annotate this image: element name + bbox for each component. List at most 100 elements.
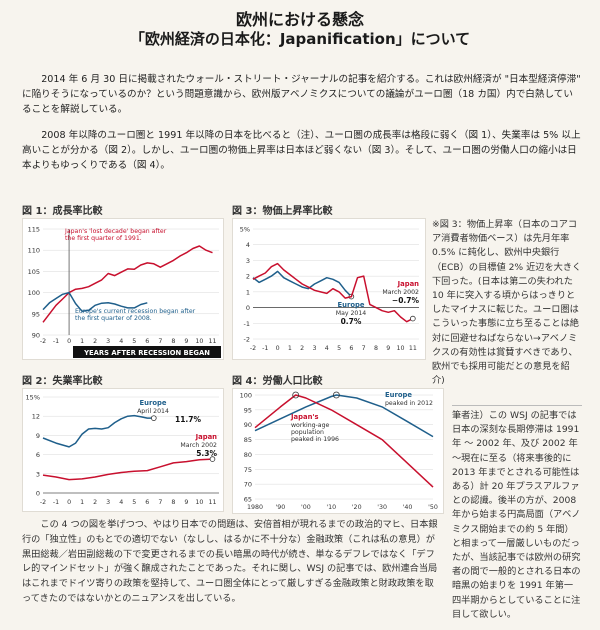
fig2-europe-value: 11.7% (175, 415, 202, 424)
x-tick-label: 11 (208, 338, 216, 345)
fig2-europe-date: April 2014 (137, 408, 169, 415)
y-tick-label: 110 (28, 247, 40, 255)
fig2-label: 図 2：失業率比較 (22, 376, 103, 387)
fig1-europe-note: Europe's current recession began after t… (75, 308, 197, 322)
x-tick-label: 6 (349, 345, 353, 352)
fig2-chart: 15% 12 9 6 3 0 Europe April 2014 11.7% Japan … (22, 388, 224, 512)
x-tick-label: '00 (301, 504, 311, 511)
x-tick-label: '40 (403, 504, 413, 511)
x-tick-label: '90 (276, 504, 286, 511)
series-line-europe (252, 270, 352, 298)
conclusion-paragraph: この 4 つの図を挙げつつ、やはり日本での問題は、安倍首相が現れるまでの政治的マ… (22, 519, 438, 604)
x-tick-label: -2 (40, 338, 46, 345)
x-tick-label: 10 (397, 345, 405, 352)
x-tick-label: -2 (250, 345, 256, 352)
fig2-japan-date: March 2002 (180, 442, 217, 449)
x-tick-label: -2 (40, 499, 46, 506)
fig2-x-ticks: -2 -1 0 1 2 3 4 5 6 7 8 9 10 11 (40, 499, 217, 506)
x-tick-label: 6 (145, 499, 149, 506)
fig2-japan-value: 5.3% (196, 449, 217, 458)
y-tick-label: 115 (28, 226, 40, 234)
series-line-europe (42, 414, 154, 448)
series-end-marker (151, 415, 157, 421)
x-tick-label: -1 (262, 345, 268, 352)
fig2-grid (43, 396, 219, 494)
series-peak-marker (332, 391, 340, 399)
fig1-japan-note: Japan's 'lost decade' began after the fi… (64, 228, 168, 242)
intro-paragraph-1: 2014 年 6 月 30 日に掲載されたウォール・ストリート・ジャーナルの記事… (22, 74, 581, 115)
fig3-x-ticks: -2 -1 0 1 2 3 4 5 6 7 8 9 10 11 (250, 345, 417, 352)
x-tick-label: 10 (195, 499, 203, 506)
series-line-japan (42, 458, 213, 481)
fig3-grid (253, 228, 419, 340)
y-tick-label: 2 (246, 273, 250, 281)
x-tick-label: 0 (67, 338, 71, 345)
series-line-japan (252, 262, 414, 323)
x-tick-label: '20 (352, 504, 362, 511)
intro-paragraph-2: 2008 年以降のユーロ圏と 1991 年以降の日本を比べると（注）、ユーロ圏の… (22, 130, 581, 171)
fig1-chart: 115 110 105 100 95 90 Japan's 'lost decade' b… (22, 218, 224, 360)
x-tick-label: 0 (276, 345, 280, 352)
series-end-marker (209, 456, 216, 462)
x-tick-label: '10 (326, 504, 336, 511)
series-line-japan (254, 394, 434, 488)
fig4-chart: 100 95 90 85 80 75 70 65 Europe peaked in 2012 … (232, 388, 444, 514)
x-tick-label: 10 (195, 338, 203, 345)
y-tick-label: 3 (36, 470, 40, 478)
x-tick-label: 2 (300, 345, 304, 352)
x-tick-label: 9 (184, 338, 188, 345)
fig1-y-ticks: 115 110 105 100 95 90 (28, 226, 40, 340)
y-tick-label: 4 (246, 241, 250, 249)
x-tick-label: 11 (409, 345, 417, 352)
series-line-europe (254, 394, 434, 438)
x-tick-label: -1 (53, 338, 59, 345)
x-tick-label: 3 (106, 499, 110, 506)
y-tick-label: 90 (32, 332, 40, 340)
fig4-japan-name: Japan's (290, 413, 319, 421)
x-tick-label: 9 (184, 499, 188, 506)
fig4-japan-note-2: population (291, 429, 324, 436)
series-peak-marker (292, 391, 300, 399)
page-title: 欧州における懸念 (235, 10, 364, 29)
x-tick-label: 5 (132, 499, 136, 506)
fig3-japan-name: Japan (397, 280, 420, 288)
x-tick-label: 4 (119, 338, 123, 345)
fig3-chart: 5% 4 3 2 1 0 -1 -2 Japan March 2002 −0.7% Europ… (232, 218, 426, 360)
fig4-grid (255, 394, 433, 500)
fig1-axis-banner: YEARS AFTER RECESSION BEGAN (83, 349, 210, 357)
fig4-europe-note: peaked in 2012 (385, 400, 433, 407)
fig1-label: 図 1：成長率比較 (22, 206, 103, 217)
y-tick-label: -1 (244, 320, 250, 328)
y-tick-label: 9 (36, 432, 40, 440)
series-end-marker (410, 315, 416, 322)
fig2-lines (42, 414, 216, 481)
x-tick-label: 7 (158, 499, 162, 506)
fig3-y-ticks: 5% 4 3 2 1 0 -1 -2 (240, 226, 250, 344)
fig1-axis-banner-bg (73, 346, 221, 358)
series-line-europe (42, 291, 148, 313)
y-tick-label: 0 (246, 304, 250, 312)
x-tick-label: '30 (377, 504, 387, 511)
x-tick-label: -1 (53, 499, 59, 506)
y-tick-label: 5% (240, 226, 250, 234)
fig1-x-ticks: -2 -1 0 1 2 3 4 5 6 7 8 9 10 11 (40, 338, 217, 345)
y-tick-label: -2 (244, 336, 250, 344)
x-tick-label: 8 (171, 338, 175, 345)
fig4-y-ticks: 100 95 90 85 80 75 70 65 (240, 392, 252, 504)
x-tick-label: 11 (208, 499, 216, 506)
x-tick-label: 4 (325, 345, 329, 352)
y-tick-label: 85 (244, 436, 252, 444)
fig4-japan-note-3: peaked in 1996 (291, 436, 339, 443)
y-tick-label: 100 (240, 392, 252, 400)
x-tick-label: 8 (171, 499, 175, 506)
y-tick-label: 65 (244, 496, 252, 504)
fig2-europe-name: Europe (140, 399, 167, 407)
fig4-europe-name: Europe (385, 391, 412, 399)
y-tick-label: 70 (244, 481, 252, 489)
y-tick-label: 12 (32, 413, 40, 421)
x-tick-label: 2 (93, 499, 97, 506)
fig1-grid (43, 228, 219, 336)
y-tick-label: 75 (244, 466, 252, 474)
